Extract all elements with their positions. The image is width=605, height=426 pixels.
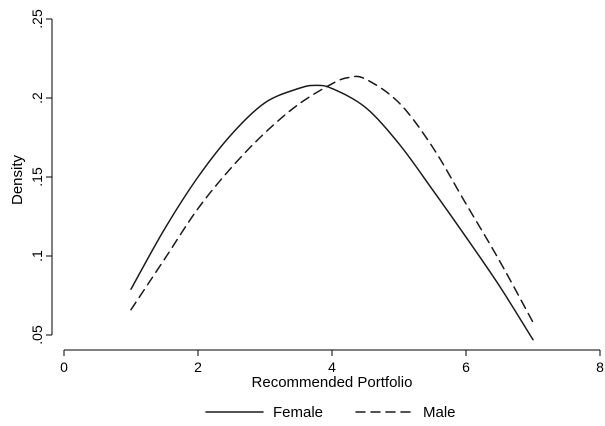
x-ticks: 0 2 4 6 8 bbox=[60, 350, 604, 375]
x-tick-label: 0 bbox=[60, 359, 68, 375]
x-tick-label: 6 bbox=[462, 359, 470, 375]
legend-label-male: Male bbox=[423, 404, 456, 421]
x-tick-label: 2 bbox=[194, 359, 202, 375]
x-tick-label: 4 bbox=[328, 359, 336, 375]
legend: Female Male bbox=[205, 404, 456, 421]
y-tick-label: .05 bbox=[29, 325, 45, 345]
legend-label-female: Female bbox=[273, 404, 323, 421]
series-line-male bbox=[130, 75, 534, 324]
series-line-female bbox=[130, 84, 534, 341]
x-axis-title: Recommended Portfolio bbox=[252, 374, 413, 391]
y-tick-label: .2 bbox=[29, 92, 45, 104]
series-layer bbox=[130, 75, 534, 341]
y-axis-title: Density bbox=[9, 154, 26, 205]
axes bbox=[51, 19, 600, 351]
y-tick-label: .15 bbox=[29, 167, 45, 187]
x-tick-label: 8 bbox=[596, 359, 604, 375]
y-tick-label: .25 bbox=[29, 9, 45, 29]
y-tick-label: .1 bbox=[29, 250, 45, 262]
y-ticks: .05 .1 .15 .2 .25 bbox=[29, 9, 52, 345]
